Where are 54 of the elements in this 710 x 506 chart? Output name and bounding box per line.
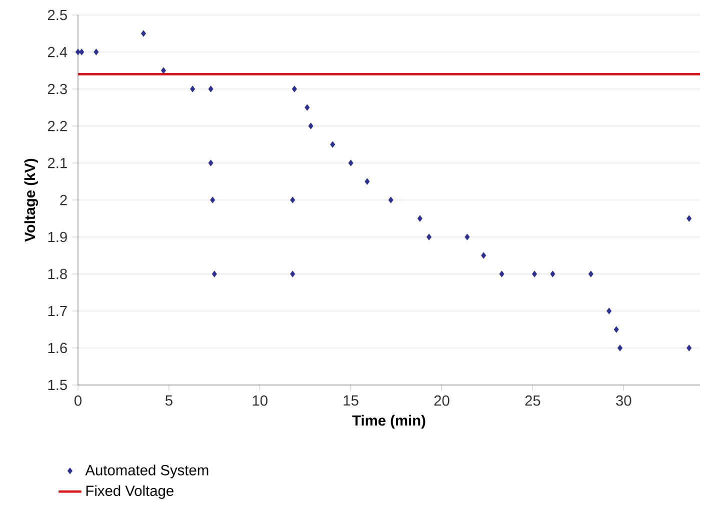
- point: [364, 178, 370, 185]
- point: [208, 86, 214, 92]
- legend-label: Fixed Voltage: [86, 485, 174, 499]
- point: [210, 196, 216, 204]
- point: [348, 160, 354, 166]
- point: [532, 270, 537, 278]
- point: [588, 270, 594, 278]
- point: [190, 86, 196, 92]
- y-tick-label: 2.3: [48, 84, 67, 94]
- point: [499, 270, 504, 278]
- y-tick-label: 2: [60, 194, 67, 206]
- point: [464, 234, 470, 240]
- point: [426, 234, 432, 240]
- x-tick-label: 20: [434, 395, 450, 406]
- point: [614, 326, 619, 333]
- y-tick-label: 2.2: [48, 120, 67, 132]
- x-tick-label: 10: [252, 395, 268, 406]
- point: [212, 270, 217, 278]
- y-tick-label: 1.9: [48, 232, 67, 242]
- point: [141, 30, 146, 37]
- x-tick-label: 0: [74, 395, 82, 406]
- point: [481, 252, 486, 259]
- point: [388, 196, 394, 204]
- x-tick-label: 25: [525, 395, 540, 406]
- point: [79, 48, 84, 56]
- point: [292, 86, 297, 92]
- point: [686, 215, 692, 222]
- y-tick-label: 1.7: [48, 306, 67, 316]
- point: [330, 141, 336, 148]
- x-tick-label: 5: [165, 395, 172, 406]
- x-tick-label: 30: [616, 395, 632, 406]
- point: [686, 344, 692, 352]
- point: [290, 196, 296, 204]
- y-axis-title: Voltage (kV): [24, 158, 38, 242]
- y-tick-label: 2.1: [48, 158, 67, 168]
- point: [76, 48, 80, 56]
- point: [290, 270, 296, 278]
- point: [161, 67, 166, 74]
- x-axis-title: Time (min): [352, 414, 426, 429]
- y-tick-label: 1.6: [48, 342, 67, 354]
- point: [304, 104, 310, 111]
- point: [208, 160, 214, 166]
- point: [550, 270, 556, 278]
- x-tick-label: 15: [344, 395, 358, 406]
- y-tick-label: 2.4: [48, 46, 68, 58]
- y-tick-label: 2.5: [48, 10, 67, 20]
- y-tick-label: 1.8: [48, 268, 67, 280]
- point: [308, 122, 314, 130]
- point: [618, 344, 622, 352]
- point: [94, 48, 99, 56]
- point: [606, 308, 612, 314]
- y-tick-label: 1.5: [48, 380, 67, 390]
- legend-label: Automated System: [85, 464, 208, 478]
- point: [417, 215, 422, 222]
